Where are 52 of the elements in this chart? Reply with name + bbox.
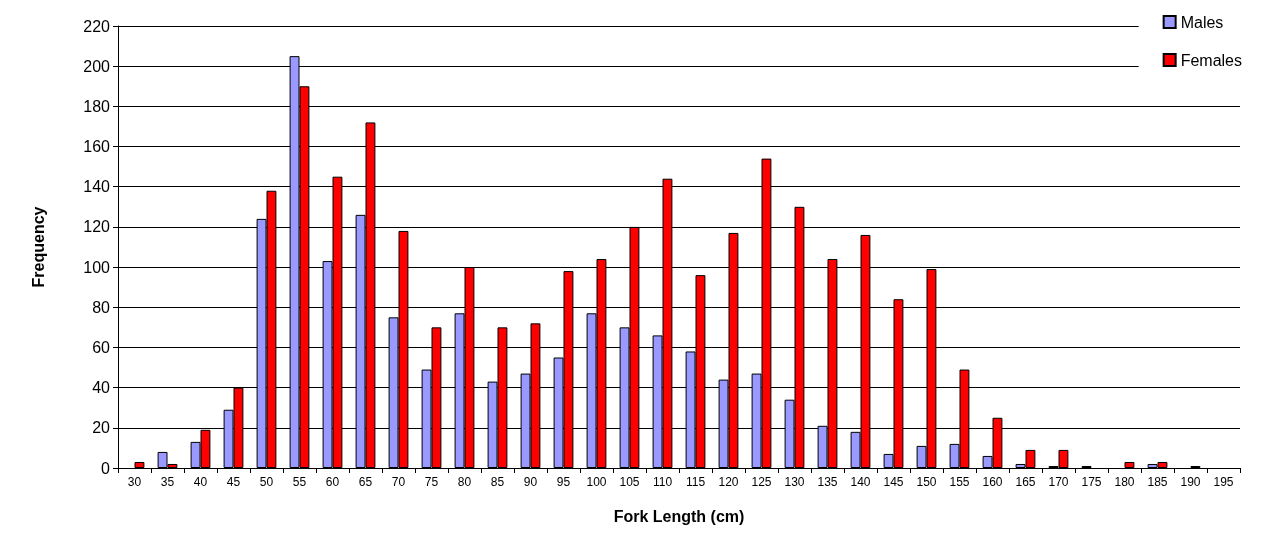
x-tick-label: 55 [292, 475, 307, 489]
x-axis-title: Fork Length (cm) [613, 507, 745, 525]
x-tick-label: 170 [1048, 475, 1069, 489]
x-tick-label: 120 [718, 475, 739, 489]
x-tick-label: 105 [619, 475, 640, 489]
x-tick-label: 95 [556, 475, 571, 489]
x-tick-label: 175 [1081, 475, 1102, 489]
y-tick-label: 20 [92, 419, 111, 437]
x-tick-label: 75 [424, 475, 439, 489]
x-tick-label: 125 [751, 475, 772, 489]
x-tick-label: 110 [652, 475, 673, 489]
y-tick-label: 0 [101, 459, 111, 477]
x-tick-label: 160 [982, 475, 1003, 489]
y-tick-label: 220 [83, 17, 111, 35]
y-tick-label: 120 [83, 218, 111, 236]
y-tick-label: 40 [92, 379, 111, 397]
y-tick-label: 100 [83, 258, 111, 276]
x-tick-label: 100 [586, 475, 607, 489]
x-tick-label: 60 [325, 475, 340, 489]
x-tick-label: 45 [226, 475, 241, 489]
x-tick-label: 190 [1180, 475, 1201, 489]
x-tick-label: 140 [850, 475, 871, 489]
x-tick-label: 115 [685, 475, 706, 489]
y-tick-label: 80 [92, 298, 111, 316]
x-tick-label: 130 [784, 475, 805, 489]
x-tick-label: 50 [259, 475, 274, 489]
y-tick-label: 60 [92, 338, 111, 356]
x-tick-label: 85 [490, 475, 505, 489]
y-tick-label: 180 [83, 97, 111, 115]
legend-label: Females [1180, 51, 1243, 69]
x-tick-label: 145 [883, 475, 904, 489]
y-tick-label: 160 [83, 138, 111, 156]
y-tick-label: 200 [83, 57, 111, 75]
x-tick-label: 40 [193, 475, 208, 489]
x-tick-label: 65 [358, 475, 373, 489]
x-tick-label: 70 [391, 475, 406, 489]
x-tick-label: 150 [916, 475, 937, 489]
x-tick-label: 180 [1114, 475, 1135, 489]
x-tick-label: 185 [1147, 475, 1168, 489]
x-tick-label: 165 [1015, 475, 1036, 489]
legend-label: Males [1180, 13, 1224, 31]
bar [1124, 461, 1135, 468]
x-tick-label: 30 [127, 475, 142, 489]
x-tick-label: 195 [1213, 475, 1234, 489]
y-axis-title: Frequency [29, 206, 47, 288]
x-tick-label: 135 [817, 475, 838, 489]
x-tick-label: 35 [160, 475, 175, 489]
x-tick-label: 90 [523, 475, 538, 489]
y-tick-label: 140 [83, 178, 111, 196]
x-tick-label: 155 [949, 475, 970, 489]
bar [134, 461, 145, 468]
x-tick-label: 80 [457, 475, 472, 489]
